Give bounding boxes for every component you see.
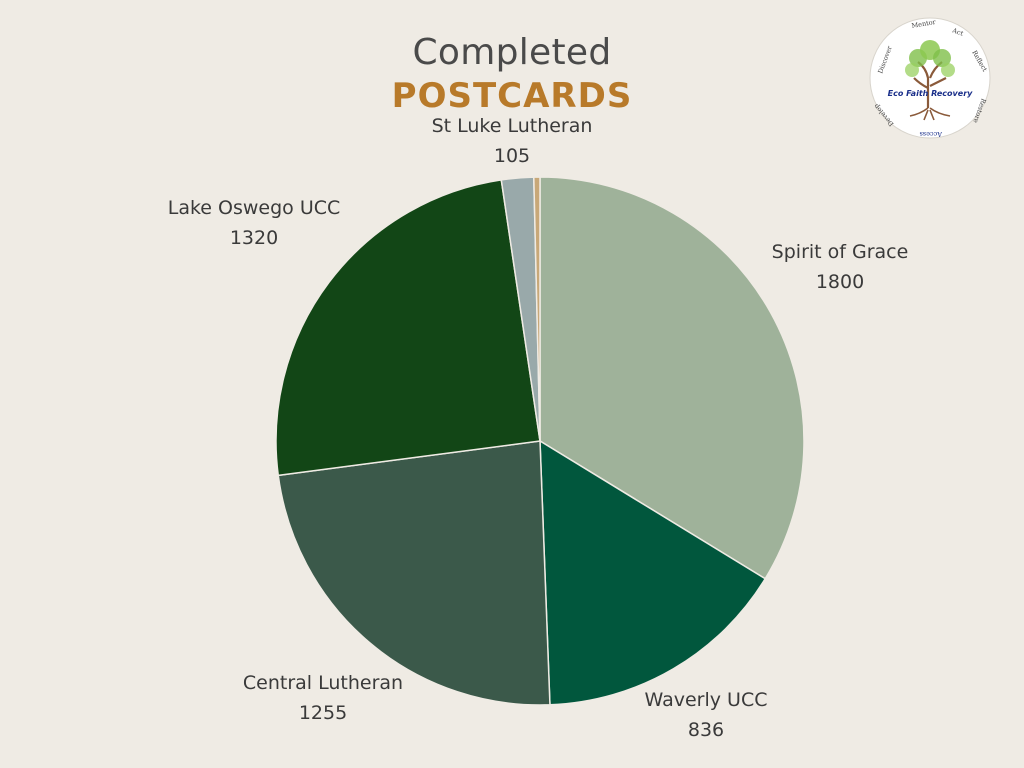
- slice-label: Central Lutheran: [243, 672, 403, 694]
- svg-text:Act: Act: [950, 26, 964, 38]
- slice-value: 1255: [299, 702, 347, 724]
- slice-value: 1800: [816, 271, 864, 293]
- slice-label: St Luke Lutheran: [432, 115, 593, 137]
- slice-label: Waverly UCC: [645, 689, 768, 711]
- pie-slice: [277, 440, 551, 706]
- chart-subtitle: POSTCARDS: [391, 76, 633, 116]
- slice-label: Lake Oswego UCC: [168, 197, 341, 219]
- pie-slice: [539, 439, 767, 706]
- svg-text:Access: Access: [920, 130, 944, 138]
- pie-slice: [539, 176, 805, 580]
- slice-value: 1320: [230, 227, 278, 249]
- pie-slices: [275, 176, 805, 706]
- logo-name: Eco Faith Recovery: [888, 89, 973, 98]
- pie-slice: [275, 178, 541, 477]
- pie-labels: Spirit of Grace 1800 Waverly UCC 836 Central…: [168, 115, 909, 741]
- eco-faith-recovery-logo: Eco Faith Recovery Discover Mentor Act R…: [869, 17, 991, 139]
- slice-value: 105: [494, 145, 530, 167]
- pie-slice: [533, 176, 541, 442]
- slice-label: Spirit of Grace: [772, 241, 909, 263]
- chart-title: Completed: [412, 32, 612, 73]
- slice-value: 836: [688, 719, 724, 741]
